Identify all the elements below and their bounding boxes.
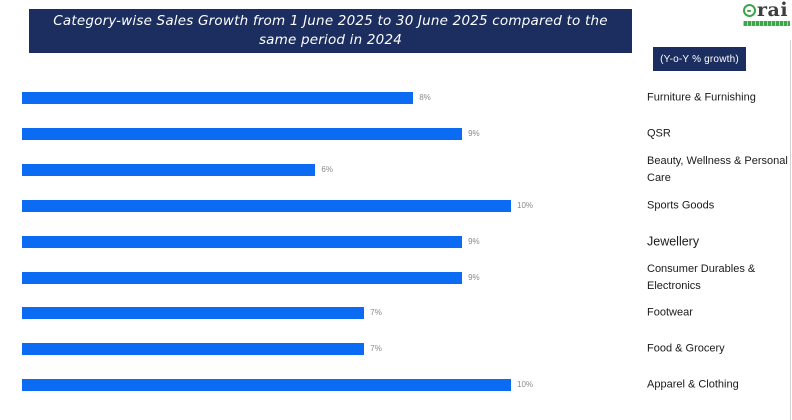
chart-title-banner: Category-wise Sales Growth from 1 June 2… (29, 9, 632, 53)
bar (22, 307, 365, 320)
yoy-growth-legend-badge: (Y-o-Y % growth) (653, 47, 746, 71)
bar (22, 163, 316, 176)
bar-value-label: 9% (468, 128, 480, 138)
category-label: Sports Goods (647, 199, 715, 212)
bar-value-label: 9% (468, 236, 480, 246)
bar (22, 271, 463, 284)
bar (22, 343, 365, 356)
rai-logo: rai (743, 1, 791, 26)
category-label: Footwear (647, 306, 693, 319)
bar-value-label: 6% (321, 164, 333, 174)
bar (22, 199, 511, 212)
bar (22, 379, 511, 392)
bar (22, 235, 463, 248)
category-label: Furniture & Furnishing (647, 91, 756, 104)
chart-title-line1: Category-wise Sales Growth from 1 June 2… (53, 13, 608, 29)
bar-value-label: 7% (370, 344, 382, 354)
bar-value-label: 10% (517, 380, 534, 390)
chart-title-line2: same period in 2024 (258, 32, 403, 48)
right-edge-divider (790, 40, 791, 420)
category-label: Beauty, Wellness & Personal Care (647, 154, 788, 184)
rai-logo-text: rai (757, 0, 789, 21)
category-label: Jewellery (647, 234, 700, 249)
category-label: Consumer Durables & Electronics (647, 262, 756, 292)
bar-value-label: 8% (419, 93, 431, 102)
rai-logo-icon (743, 3, 756, 17)
category-label: QSR (647, 127, 671, 140)
rai-logo-tagline-strip (743, 21, 790, 26)
category-label: Apparel & Clothing (647, 378, 739, 391)
category-label: Food & Grocery (647, 342, 725, 355)
bar (22, 127, 463, 140)
rai-logo-row: rai (743, 0, 791, 21)
bar-value-label: 10% (517, 200, 534, 210)
bar (22, 92, 414, 104)
bar-value-label: 7% (370, 308, 382, 318)
bar-value-label: 9% (468, 272, 480, 282)
